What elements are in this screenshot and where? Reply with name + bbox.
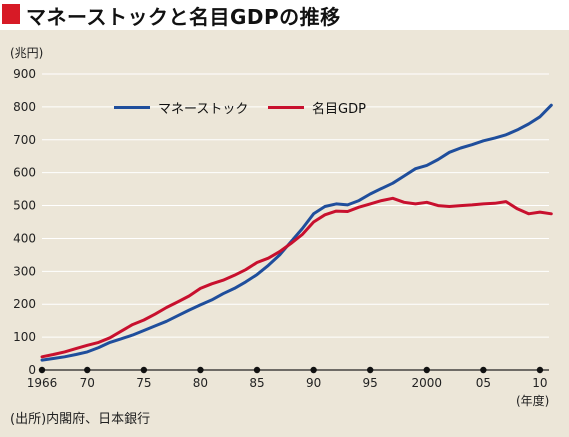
y-tick-label: 300 [13, 264, 36, 278]
y-tick-label: 400 [13, 231, 36, 245]
x-tick-dot [423, 366, 430, 374]
y-tick-label: 500 [13, 199, 36, 213]
x-tick-label: 1966 [27, 376, 58, 390]
x-tick-label: 85 [249, 376, 264, 390]
x-tick-dot [253, 366, 261, 374]
x-tick-dot [84, 366, 91, 374]
title-marker [2, 4, 20, 24]
y-tick-label: 800 [13, 100, 36, 114]
x-tick-dot [366, 366, 374, 374]
y-axis-unit-label: (兆円) [10, 46, 44, 60]
x-tick-label: 05 [476, 376, 491, 390]
x-tick-dot [536, 366, 544, 374]
x-tick-label: 75 [136, 376, 151, 390]
source-note: (出所)内閣府、日本銀行 [10, 412, 151, 427]
y-tick-label: 0 [28, 363, 36, 377]
y-tick-label: 600 [13, 166, 36, 180]
x-tick-dot [480, 366, 487, 374]
legend-label-nominal-gdp: 名目GDP [312, 102, 366, 117]
legend-item-nominal-gdp: 名目GDP [268, 98, 366, 117]
x-tick-dot [310, 366, 317, 374]
chart-header: マネーストックと名目GDPの推移 [0, 0, 569, 30]
x-tick-dot [197, 366, 204, 374]
x-tick-label: 80 [193, 376, 208, 390]
y-tick-label: 700 [13, 133, 36, 147]
legend-label-money-stock: マネーストック [158, 102, 249, 117]
x-axis-unit-label: (年度) [516, 394, 550, 408]
chart-title: マネーストックと名目GDPの推移 [26, 5, 341, 29]
series-line-money-stock [40, 103, 553, 362]
y-tick-label: 100 [13, 330, 36, 344]
x-tick-label: 95 [363, 376, 378, 390]
x-tick-dot [38, 366, 46, 374]
x-tick-label: 10 [532, 376, 547, 390]
legend-item-money-stock: マネーストック [114, 98, 248, 117]
series-line-nominal-gdp [40, 196, 553, 359]
y-tick-label: 900 [13, 67, 36, 81]
x-tick-dot [140, 366, 148, 374]
y-tick-label: 200 [13, 297, 36, 311]
legend-swatch-money-stock [114, 106, 150, 109]
x-tick-label: 70 [80, 376, 95, 390]
x-tick-label: 90 [306, 376, 321, 390]
legend-swatch-nominal-gdp [268, 106, 304, 109]
x-tick-label: 2000 [412, 376, 443, 390]
chart-panel [0, 30, 569, 437]
